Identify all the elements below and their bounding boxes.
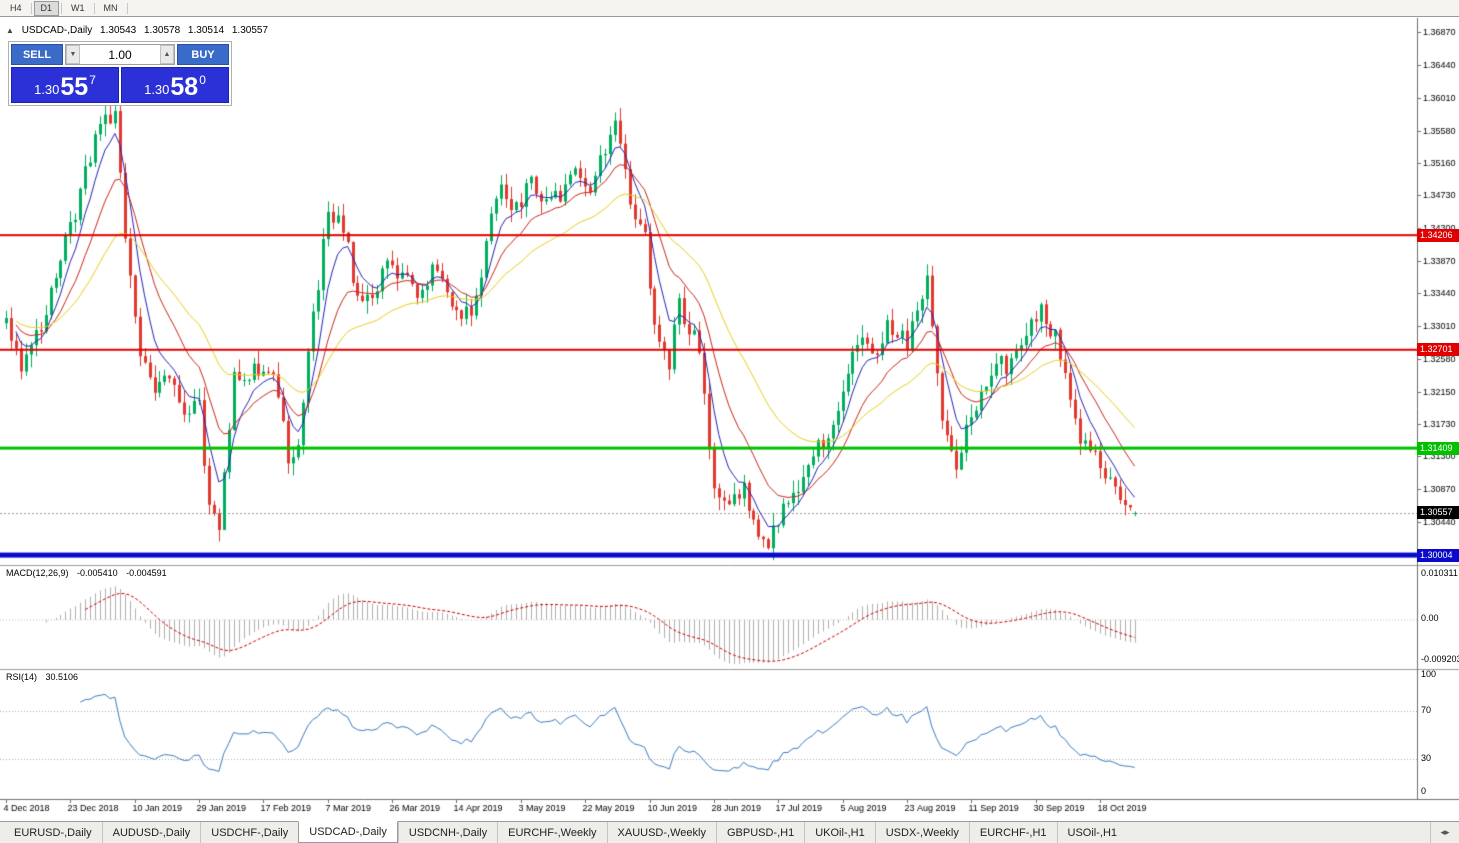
buy-button[interactable]: BUY — [177, 44, 229, 65]
ask-price-big-digits: 58 — [170, 73, 199, 101]
rsi-label: RSI(14) — [6, 672, 38, 682]
tab-xauusd-weekly[interactable]: XAUUSD-,Weekly — [606, 822, 716, 843]
one-click-trading-panel: SELL ▼ ▲ BUY 1.30 55 7 1.30 58 0 — [8, 41, 232, 106]
volume-increment-button[interactable]: ▲ — [160, 45, 174, 64]
tab-eurchf-h1[interactable]: EURCHF-,H1 — [968, 822, 1057, 843]
macd-signal-value: -0.004591 — [126, 568, 167, 578]
tab-usdx-weekly[interactable]: USDX-,Weekly — [874, 822, 969, 843]
volume-field: ▼ ▲ — [65, 44, 175, 65]
caption-high: 1.30578 — [143, 25, 181, 36]
rsi-scale-70: 70 — [1421, 705, 1432, 715]
bid-price-pipette: 7 — [89, 73, 96, 87]
rsi-scale-30: 30 — [1421, 753, 1432, 763]
current-price-label: 1.30557 — [1417, 506, 1459, 520]
sell-button[interactable]: SELL — [11, 44, 63, 65]
tab-ukoil-h1[interactable]: UKOil-,H1 — [804, 822, 875, 843]
hline-price-label: 1.32701 — [1417, 343, 1459, 357]
hline-price-label: 1.34206 — [1417, 228, 1459, 242]
caption-close: 1.30557 — [231, 25, 269, 36]
tab-usoil-h1[interactable]: USOil-,H1 — [1056, 822, 1128, 843]
tab-eurchf-weekly[interactable]: EURCHF-,Weekly — [497, 822, 606, 843]
ask-price-display[interactable]: 1.30 58 0 — [121, 67, 229, 103]
one-click-collapse-icon[interactable]: ▲ — [6, 26, 14, 35]
volume-decrement-button[interactable]: ▼ — [66, 45, 80, 64]
toolbar-separator — [126, 2, 128, 14]
hline-price-label: 1.30004 — [1417, 548, 1459, 562]
macd-value: -0.005410 — [77, 568, 118, 578]
macd-label: MACD(12,26,9) — [6, 568, 69, 578]
tab-audusd-daily[interactable]: AUDUSD-,Daily — [101, 822, 201, 843]
rsi-scale-0: 0 — [1421, 786, 1427, 796]
ask-price-prefix: 1.30 — [144, 82, 170, 97]
toolbar-separator — [30, 2, 32, 14]
timeframe-toolbar: H4 D1 W1 MN — [0, 0, 1459, 17]
rsi-header: RSI(14) 30.5106 — [6, 672, 84, 682]
caption-low: 1.30514 — [187, 25, 225, 36]
tab-gbpusd-h1[interactable]: GBPUSD-,H1 — [715, 822, 804, 843]
tab-usdcad-daily[interactable]: USDCAD-,Daily — [298, 821, 398, 843]
macd-header: MACD(12,26,9) -0.005410 -0.004591 — [6, 568, 173, 578]
tab-usdchf-daily[interactable]: USDCHF-,Daily — [200, 822, 298, 843]
toolbar-separator — [61, 2, 63, 14]
rsi-value: 30.5106 — [45, 672, 79, 682]
tab-scroll-arrows-icon[interactable]: ◂▸ — [1430, 822, 1459, 843]
macd-scale-max: 0.010311 — [1421, 568, 1458, 578]
timeframe-button-mn[interactable]: MN — [103, 2, 118, 13]
volume-input[interactable] — [80, 45, 160, 64]
bid-price-big-digits: 55 — [60, 73, 89, 101]
bid-price-prefix: 1.30 — [34, 82, 60, 97]
timeframe-button-h4[interactable]: H4 — [10, 2, 22, 13]
ask-price-pipette: 0 — [199, 73, 206, 87]
macd-scale-zero: 0.00 — [1421, 613, 1439, 623]
hline-price-label: 1.31409 — [1417, 441, 1459, 455]
caption-symbol: USDCAD-,Daily — [21, 25, 93, 36]
tab-eurusd-daily[interactable]: EURUSD-,Daily — [14, 826, 92, 839]
rsi-scale-100: 100 — [1421, 669, 1437, 679]
chart-tab-bar: EURUSD-,Daily AUDUSD-,Daily USDCHF-,Dail… — [0, 821, 1459, 843]
macd-scale-min: -0.009203 — [1421, 654, 1459, 664]
timeframe-button-d1[interactable]: D1 — [33, 0, 60, 16]
toolbar-separator — [93, 2, 95, 14]
caption-open: 1.30543 — [100, 25, 137, 36]
chart-caption: ▲ USDCAD-,Daily 1.30543 1.30578 1.30514 … — [6, 25, 273, 36]
tab-usdcnh-daily[interactable]: USDCNH-,Daily — [397, 822, 497, 843]
timeframe-button-w1[interactable]: W1 — [71, 2, 85, 13]
bid-price-display[interactable]: 1.30 55 7 — [11, 67, 119, 103]
